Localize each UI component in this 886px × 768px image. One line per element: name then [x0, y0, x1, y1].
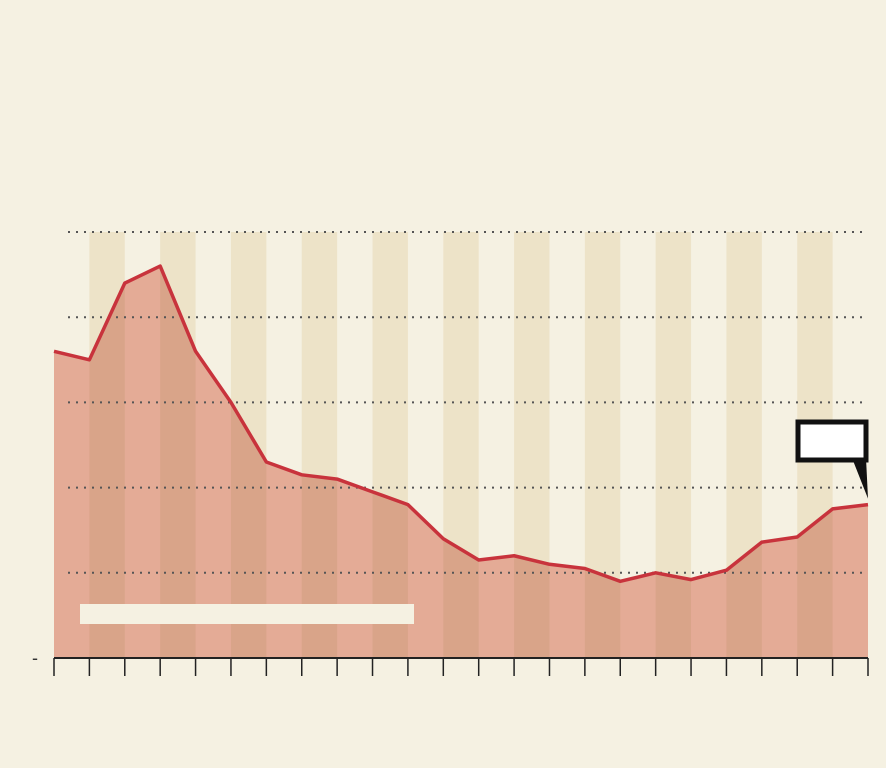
callout-pointer — [852, 458, 868, 499]
callout-box — [795, 419, 869, 463]
inner-label-box — [80, 604, 414, 624]
series-line — [53, 264, 869, 584]
title-block — [18, 50, 848, 56]
y-tick-label: - — [32, 648, 38, 668]
